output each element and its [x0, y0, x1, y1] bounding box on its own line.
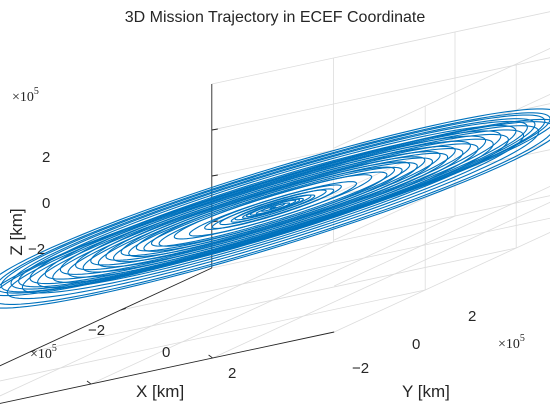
trajectory-loop	[59, 135, 487, 275]
svg-text:×105: ×105	[498, 333, 525, 352]
trajectory-loop	[6, 125, 540, 300]
box-edge	[334, 231, 550, 333]
z-tick-labels: 2 0 −2	[28, 149, 50, 258]
y-axis-label: Y [km]	[402, 382, 450, 401]
trajectory-loop	[18, 120, 528, 288]
trajectory-loop	[0, 118, 550, 309]
z-tick-mark	[211, 128, 218, 131]
y-tick-label: −2	[352, 360, 369, 377]
trajectory-loop	[21, 129, 525, 294]
y-tick-mark	[208, 354, 213, 359]
x-tick-label: −2	[88, 322, 105, 339]
box-edge	[334, 47, 550, 149]
grid-line	[0, 241, 334, 397]
z-tick-label: 0	[42, 195, 50, 212]
x-tick-mark	[29, 350, 35, 353]
x-tick-label: 2	[228, 365, 236, 382]
box-edge	[211, 195, 550, 269]
z-tick-label: −2	[28, 241, 45, 258]
z-exponent-label: ×105	[12, 86, 39, 105]
trajectory-series	[0, 108, 550, 309]
grid-line	[334, 185, 550, 287]
x-tick-mark	[120, 308, 126, 311]
x-exponent-label: ×105	[30, 343, 57, 362]
z-tick-label: 2	[42, 149, 50, 166]
trajectory-loop	[37, 133, 509, 289]
y-tick-mark	[86, 380, 92, 385]
y-tick-label: 0	[412, 336, 420, 353]
chart-title: 3D Mission Trajectory in ECEF Coordinate	[125, 9, 426, 26]
trajectory-loop	[29, 124, 517, 285]
trajectory-loop	[0, 108, 550, 297]
grid-line	[90, 215, 456, 385]
z-tick-mark	[211, 174, 218, 177]
y-tick-labels: −2 0 2	[352, 308, 476, 377]
svg-text:×105: ×105	[30, 343, 57, 362]
y-tick-label: 2	[468, 308, 476, 325]
y-exponent-label: ×105	[498, 333, 525, 352]
x-tick-labels: −2 0 2	[88, 322, 236, 382]
x-axis-label: X [km]	[136, 382, 184, 401]
grid-line	[0, 289, 426, 382]
z-axis-label: Z [km]	[7, 208, 26, 255]
y-axis-line	[0, 331, 335, 404]
trajectory-loop	[0, 121, 550, 305]
svg-text:×105: ×105	[12, 86, 39, 105]
grid-line	[211, 57, 550, 131]
trajectory-loop	[128, 162, 418, 258]
x-tick-label: 0	[162, 344, 170, 361]
axes	[0, 84, 335, 404]
box-edge	[211, 11, 550, 85]
